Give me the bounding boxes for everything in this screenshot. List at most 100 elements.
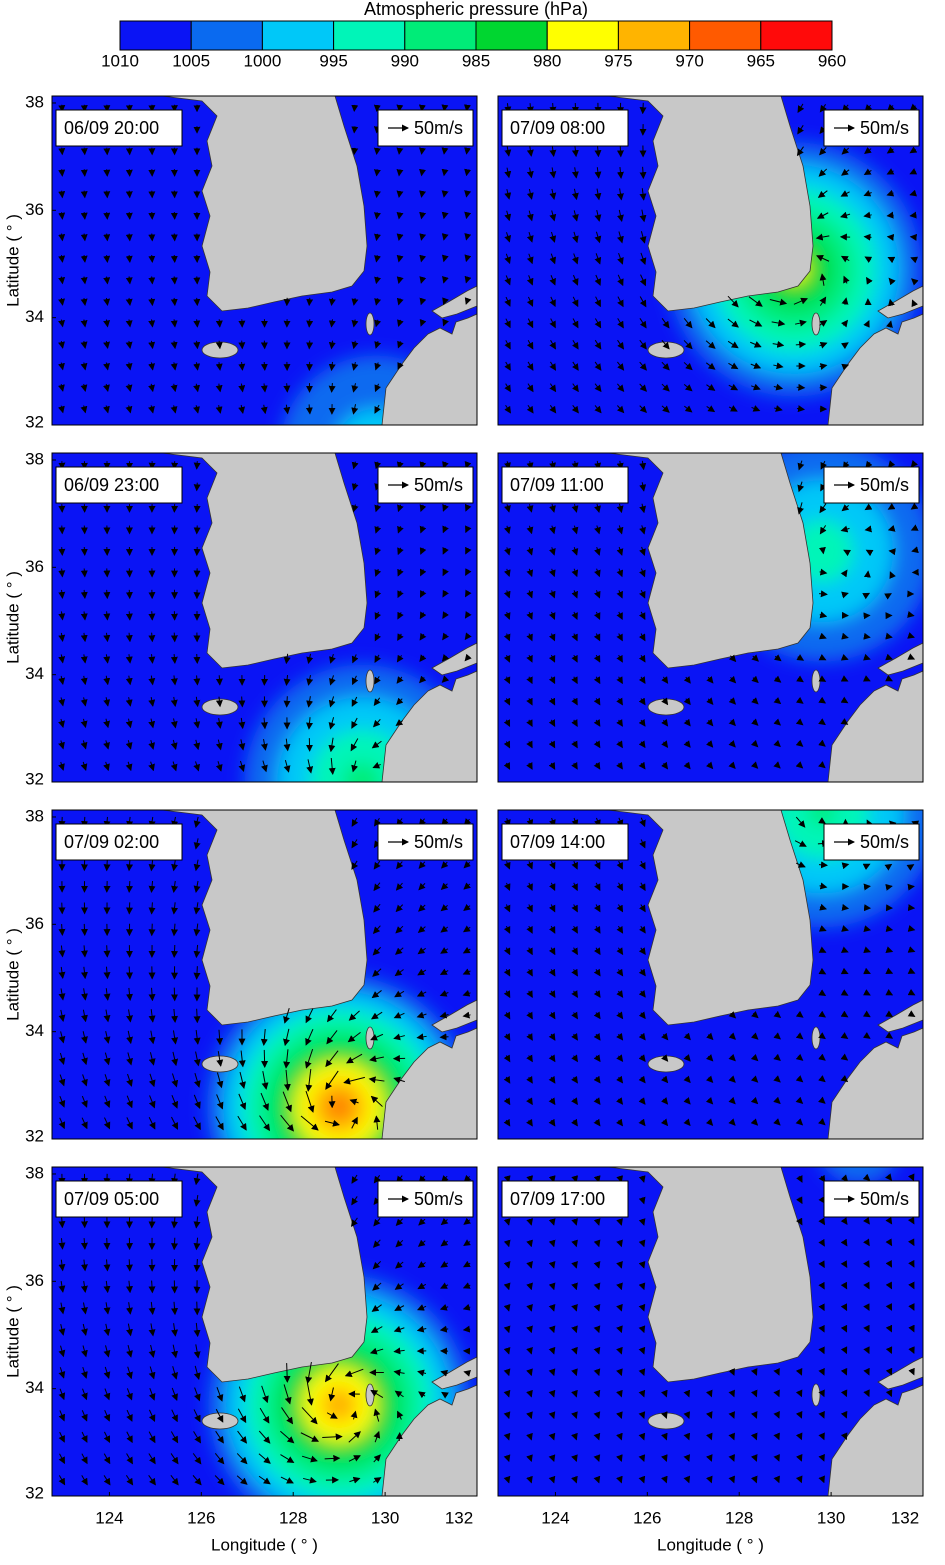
wind-vector [62, 148, 63, 155]
y-tick-label: 32 [25, 1126, 44, 1145]
wind-vector [84, 547, 85, 555]
wind-vector [287, 1363, 288, 1382]
scale-label: 50m/s [414, 118, 463, 138]
time-label: 06/09 23:00 [64, 475, 159, 495]
scale-label: 50m/s [414, 1189, 463, 1209]
x-tick-label: 126 [633, 1508, 661, 1527]
x-tick-label: 132 [891, 1508, 919, 1527]
wind-vector [129, 611, 130, 619]
scale-label: 50m/s [860, 118, 909, 138]
time-label: 07/09 17:00 [510, 1189, 605, 1209]
x-axis-label: Longitude ( ° ) [211, 1535, 318, 1554]
wind-vector [129, 1259, 130, 1270]
y-tick-label: 36 [25, 557, 44, 576]
wind-vector [129, 234, 130, 241]
y-tick-label: 36 [25, 914, 44, 933]
wind-vector [84, 924, 85, 935]
wind-vector [174, 276, 175, 283]
x-axis-label: Longitude ( ° ) [657, 1535, 764, 1554]
wind-vector [889, 929, 892, 930]
time-label: 07/09 02:00 [64, 832, 159, 852]
pressure-contour [320, 1386, 358, 1424]
y-tick-label: 38 [25, 1163, 44, 1182]
colorbar-bin [120, 21, 191, 50]
wind-vector [866, 637, 870, 638]
wind-vector [107, 212, 108, 219]
wind-vector [354, 148, 355, 154]
colorbar-bin [405, 21, 476, 50]
y-axis-label: Latitude ( ° ) [3, 571, 22, 664]
time-label: 07/09 08:00 [510, 118, 605, 138]
wind-vector [174, 1238, 175, 1249]
colorbar-bin [690, 21, 761, 50]
wind-vector [197, 504, 198, 512]
wind-vector [287, 383, 288, 392]
wind-vector [84, 148, 85, 155]
wind-vector [242, 341, 243, 349]
wind-vector [129, 590, 130, 598]
scale-label: 50m/s [860, 1189, 909, 1209]
x-tick-label: 126 [187, 1508, 215, 1527]
time-label: 07/09 05:00 [64, 1189, 159, 1209]
wind-vector [129, 212, 130, 219]
wind-vector [888, 237, 894, 238]
wind-vector [62, 547, 63, 555]
colorbar-bin [476, 21, 547, 50]
x-tick-label: 128 [725, 1508, 753, 1527]
wind-vector [197, 298, 198, 305]
time-label: 07/09 11:00 [510, 475, 604, 495]
wind-vector [287, 696, 288, 707]
wind-vector [107, 945, 108, 956]
wind-vector [910, 215, 915, 216]
x-tick-label: 132 [445, 1508, 473, 1527]
wind-vector [129, 881, 130, 892]
colorbar-bin [547, 21, 618, 50]
colorbar-title: Atmospheric pressure (hPa) [364, 0, 588, 19]
y-tick-label: 34 [25, 1021, 44, 1040]
x-tick-label: 130 [371, 1508, 399, 1527]
colorbar-label: 1010 [101, 51, 139, 70]
wind-vector [174, 945, 175, 957]
y-tick-label: 38 [25, 806, 44, 825]
colorbar-bin [334, 21, 405, 50]
y-tick-label: 32 [25, 769, 44, 788]
wind-vector [889, 637, 892, 638]
colorbar-bin [262, 21, 333, 50]
colorbar-label: 965 [747, 51, 775, 70]
map-area [52, 1167, 477, 1536]
wind-vector [264, 362, 265, 370]
wind-vector [797, 387, 805, 388]
wind-vector [890, 594, 891, 595]
wind-vector [309, 319, 310, 327]
y-axis-label: Latitude ( ° ) [3, 214, 22, 307]
colorbar-bin [618, 21, 689, 50]
wind-vector [866, 886, 870, 887]
wind-vector [174, 633, 175, 642]
y-tick-label: 34 [25, 1378, 44, 1397]
colorbar-label: 960 [818, 51, 846, 70]
y-tick-label: 34 [25, 664, 44, 683]
wind-vector [107, 1238, 108, 1249]
colorbar-label: 985 [462, 51, 490, 70]
wind-vector [62, 169, 63, 176]
colorbar-label: 1005 [172, 51, 210, 70]
wind-vector [219, 319, 220, 326]
wind-vector [377, 105, 378, 111]
wind-vector [197, 461, 198, 469]
wind-vector [107, 860, 108, 871]
y-tick-label: 38 [25, 449, 44, 468]
y-tick-label: 32 [25, 412, 44, 431]
wind-vector [620, 146, 621, 157]
y-tick-label: 38 [25, 92, 44, 111]
time-label: 07/09 14:00 [510, 832, 605, 852]
wind-vector [197, 483, 198, 491]
y-tick-label: 36 [25, 200, 44, 219]
x-tick-label: 128 [279, 1508, 307, 1527]
wind-vector [107, 191, 108, 198]
colorbar-label: 1000 [243, 51, 281, 70]
